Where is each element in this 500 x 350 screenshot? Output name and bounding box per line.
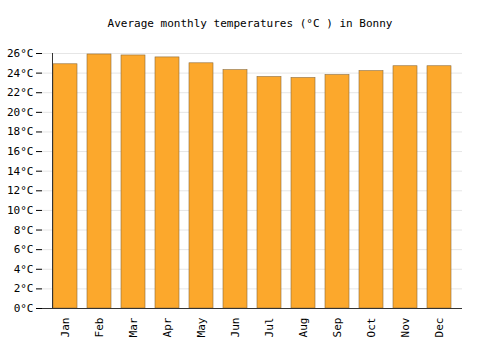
svg-text:Jun: Jun	[229, 318, 242, 338]
svg-text:8°C: 8°C	[14, 224, 34, 237]
svg-text:Dec: Dec	[433, 318, 446, 338]
svg-text:Jan: Jan	[59, 318, 72, 338]
svg-text:May: May	[195, 317, 208, 337]
svg-text:Nov: Nov	[399, 317, 412, 337]
svg-text:Mar: Mar	[127, 317, 140, 337]
svg-text:0°C: 0°C	[14, 302, 34, 315]
svg-text:6°C: 6°C	[14, 243, 34, 256]
svg-text:Oct: Oct	[365, 318, 378, 338]
svg-text:10°C: 10°C	[7, 204, 34, 217]
svg-text:Apr: Apr	[161, 317, 174, 337]
svg-text:Aug: Aug	[297, 318, 310, 338]
svg-text:Jul: Jul	[263, 318, 276, 338]
svg-text:24°C: 24°C	[7, 67, 34, 80]
svg-text:Feb: Feb	[93, 318, 106, 338]
svg-text:4°C: 4°C	[14, 263, 34, 276]
svg-text:20°C: 20°C	[7, 106, 34, 119]
svg-text:26°C: 26°C	[7, 47, 34, 60]
svg-text:16°C: 16°C	[7, 145, 34, 158]
svg-text:2°C: 2°C	[14, 282, 34, 295]
svg-text:14°C: 14°C	[7, 165, 34, 178]
html-text:Average monthly temperatures (: Average monthly temperatures (°C ) in Bo…	[107, 17, 393, 30]
svg-text:18°C: 18°C	[7, 125, 34, 138]
svg-text:22°C: 22°C	[7, 86, 34, 99]
svg-text:Sep: Sep	[331, 318, 344, 338]
svg-text:12°C: 12°C	[7, 184, 34, 197]
